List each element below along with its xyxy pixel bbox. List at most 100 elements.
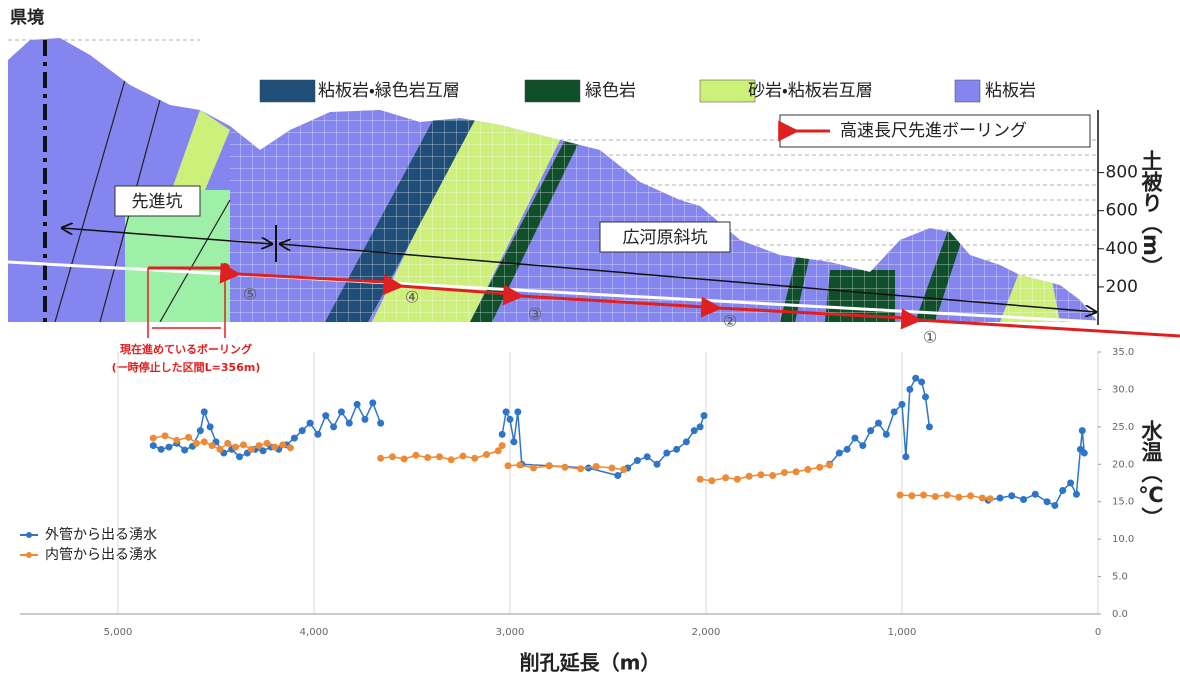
x-tick-label: 2,000 — [692, 627, 721, 638]
data-point — [314, 430, 322, 438]
data-point — [1020, 495, 1028, 503]
label-box — [599, 221, 731, 253]
data-point — [757, 471, 765, 479]
data-point — [208, 442, 216, 450]
legend-label: 内管から出る湧水 — [45, 547, 157, 563]
data-point — [1051, 501, 1059, 509]
data-point — [516, 461, 524, 469]
legend-label: 砂岩・粘板岩互層 — [748, 81, 873, 101]
data-point — [925, 423, 933, 431]
y-tick-label: 0.0 — [1112, 609, 1128, 620]
data-point — [361, 415, 369, 423]
paused-bracket — [147, 268, 226, 338]
data-point — [149, 442, 157, 450]
y-tick-label: 25.0 — [1112, 422, 1134, 433]
paused-section: (一時停止した区間L=356m) — [112, 360, 261, 374]
data-point — [620, 466, 628, 474]
x-tick-label: 5,000 — [104, 627, 133, 638]
legend-label: 緑色岩 — [585, 81, 636, 101]
data-point — [200, 438, 208, 446]
current-boring: 現在進めているボーリング — [120, 342, 252, 356]
x-tick-label: 1,000 — [888, 627, 917, 638]
data-point — [663, 449, 671, 457]
data-point — [196, 427, 204, 435]
data-point — [986, 495, 994, 503]
incline-extent — [280, 244, 1096, 312]
data-point — [978, 494, 986, 502]
legend-swatch — [954, 79, 981, 103]
cover-tick-label: 400 — [1106, 239, 1138, 259]
data-point — [804, 466, 812, 474]
data-point — [345, 419, 353, 427]
data-point — [633, 457, 641, 465]
data-point — [247, 445, 255, 453]
data-point — [514, 408, 522, 416]
data-point — [471, 454, 479, 462]
data-point — [996, 494, 1004, 502]
data-point — [733, 475, 741, 483]
data-point — [510, 438, 518, 446]
stage-number: ① — [923, 328, 937, 347]
data-point — [530, 464, 538, 472]
data-point — [200, 408, 208, 416]
data-point — [700, 412, 708, 420]
legend-label: 粘板岩 — [985, 81, 1036, 101]
cover-tick-label: 600 — [1106, 201, 1138, 221]
data-point — [780, 469, 788, 477]
data-point — [902, 453, 910, 461]
incline-label: 広河原斜坑 — [623, 228, 708, 248]
data-point — [1067, 479, 1075, 487]
y-tick-label: 35.0 — [1112, 347, 1134, 358]
data-point — [161, 432, 169, 440]
data-point — [643, 453, 651, 461]
data-point — [1031, 490, 1039, 498]
series-line — [152, 377, 1086, 507]
data-point — [330, 423, 338, 431]
data-point — [239, 441, 247, 449]
data-point — [843, 445, 851, 453]
data-point — [224, 439, 232, 447]
data-point — [502, 408, 510, 416]
data-point — [908, 492, 916, 500]
data-point — [922, 393, 930, 401]
data-point — [286, 444, 294, 452]
data-point — [377, 419, 385, 427]
data-point — [920, 491, 928, 499]
legend-swatch — [524, 79, 581, 103]
data-point — [388, 453, 396, 461]
data-point — [271, 443, 279, 451]
data-point — [816, 463, 824, 471]
stage-number: ③ — [528, 305, 542, 324]
data-point — [1080, 449, 1088, 457]
data-point — [874, 419, 882, 427]
data-point — [369, 399, 377, 407]
legend-label: 粘板岩・緑色岩互層 — [318, 81, 460, 101]
data-point — [882, 430, 890, 438]
data-point — [337, 408, 345, 416]
data-point — [1008, 492, 1016, 500]
data-point — [236, 453, 244, 461]
data-point — [377, 454, 385, 462]
cover-tick-label: 800 — [1106, 163, 1138, 183]
data-point — [435, 453, 443, 461]
data-point — [851, 434, 859, 442]
data-point — [298, 427, 306, 435]
data-point — [859, 442, 867, 450]
data-point — [255, 442, 263, 450]
data-point — [216, 445, 224, 453]
data-point — [696, 475, 704, 483]
data-point — [353, 400, 361, 408]
pilot-label: 先進坑 — [132, 192, 183, 212]
boring-legend: 高速長尺先進ボーリング — [840, 121, 1027, 141]
data-point — [232, 443, 240, 451]
stage-number: ④ — [405, 288, 419, 307]
y-tick-label: 15.0 — [1112, 497, 1134, 508]
data-point — [918, 378, 926, 386]
data-point — [955, 493, 963, 501]
data-point — [890, 408, 898, 416]
data-point — [157, 445, 165, 453]
data-point — [412, 451, 420, 459]
data-point — [545, 462, 553, 470]
data-point — [165, 443, 173, 451]
